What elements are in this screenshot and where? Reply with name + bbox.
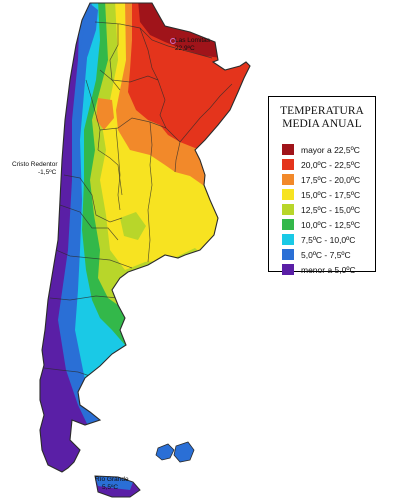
temperature-legend: TEMPERATURA MEDIA ANUAL mayor a 22,5ºC 2… — [268, 96, 376, 275]
malvinas-west — [155, 443, 175, 461]
legend-label: 15,0ºC - 17,5ºC — [301, 190, 361, 200]
highland-warm-pocket — [96, 98, 114, 130]
legend-swatch — [282, 189, 294, 200]
legend-swatch — [282, 174, 294, 185]
cristo-redentor-temperature: -1,5ºC — [38, 168, 57, 176]
province-borders — [43, 21, 233, 377]
legend-swatch — [282, 219, 294, 230]
legend-title-line1: TEMPERATURA — [280, 105, 364, 117]
legend-swatch — [282, 204, 294, 215]
las-lomitas-temperature: 22,9ºC — [175, 44, 195, 52]
legend-swatch — [282, 159, 294, 170]
malvinas-islands — [155, 441, 195, 463]
rio-grande-temperature: 5,5ºC — [102, 483, 119, 491]
legend-label: 17,5ºC - 20,0ºC — [301, 175, 361, 185]
legend-label: mayor a 22,5ºC — [301, 145, 360, 155]
tdf-outline — [94, 475, 141, 498]
rio-grande-name: Río Grande — [95, 476, 129, 483]
andes-cold-strip-north — [78, 3, 98, 70]
legend-label: 20,0ºC - 22,5ºC — [301, 160, 361, 170]
sierras-cool-pocket — [120, 212, 146, 240]
las-lomitas-label: Las Lomitas 22,9ºC — [175, 37, 210, 52]
legend-swatch — [282, 249, 294, 260]
legend-label: 5,0ºC - 7,5ºC — [301, 250, 351, 260]
legend-label: 7,5ºC - 10,0ºC — [301, 235, 356, 245]
las-lomitas-marker — [170, 38, 176, 44]
legend-label: menor a 5,0ºC — [301, 265, 356, 275]
tdf-cool-zone — [95, 476, 133, 490]
malvinas-east — [173, 441, 195, 463]
legend-title-line2: MEDIA ANUAL — [282, 117, 362, 130]
legend-swatch — [282, 234, 294, 245]
rio-grande-label: Río Grande 5,5ºC — [95, 476, 129, 491]
legend-swatch — [282, 264, 294, 275]
tierra-del-fuego — [94, 475, 141, 498]
legend-label: 10,0ºC - 12,5ºC — [301, 220, 361, 230]
las-lomitas-name: Las Lomitas — [175, 37, 211, 44]
legend-label: 12,5ºC - 15,0ºC — [301, 205, 361, 215]
legend-swatch — [282, 144, 294, 155]
cristo-redentor-label: Cristo Redentor -1,5ºC — [12, 161, 58, 176]
legend-title: TEMPERATURA MEDIA ANUAL — [269, 105, 375, 130]
cristo-redentor-name: Cristo Redentor — [12, 161, 58, 168]
country-outline — [39, 2, 251, 473]
